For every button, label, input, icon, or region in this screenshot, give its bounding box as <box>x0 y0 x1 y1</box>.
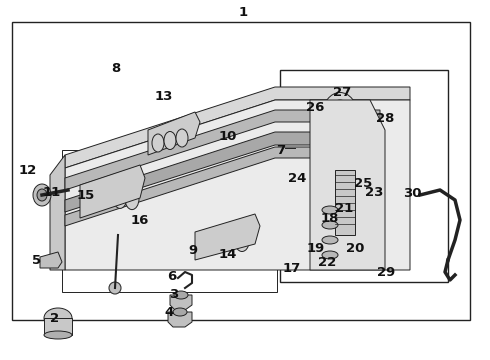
Ellipse shape <box>322 236 338 244</box>
Text: 10: 10 <box>219 130 237 143</box>
Ellipse shape <box>322 206 338 214</box>
Circle shape <box>109 282 121 294</box>
Text: 13: 13 <box>155 90 173 103</box>
Polygon shape <box>168 312 192 327</box>
Text: 7: 7 <box>276 144 286 157</box>
Polygon shape <box>170 295 192 310</box>
Ellipse shape <box>322 221 338 229</box>
Text: 6: 6 <box>168 270 176 284</box>
Bar <box>12 22 470 320</box>
Ellipse shape <box>223 231 237 251</box>
Text: 18: 18 <box>321 212 339 225</box>
Ellipse shape <box>125 188 139 210</box>
Polygon shape <box>44 318 72 335</box>
Ellipse shape <box>211 230 225 251</box>
Polygon shape <box>80 165 145 218</box>
Text: 23: 23 <box>365 185 383 198</box>
Ellipse shape <box>113 186 127 208</box>
Bar <box>335 170 355 235</box>
Ellipse shape <box>44 331 72 339</box>
Ellipse shape <box>101 185 115 207</box>
Text: 1: 1 <box>239 5 247 18</box>
Polygon shape <box>148 112 200 155</box>
Text: 4: 4 <box>164 306 173 320</box>
Polygon shape <box>195 214 260 260</box>
Text: 5: 5 <box>32 253 42 266</box>
Text: 9: 9 <box>189 243 197 257</box>
Ellipse shape <box>322 93 358 138</box>
Polygon shape <box>65 110 380 190</box>
Text: 14: 14 <box>219 248 237 261</box>
Polygon shape <box>65 147 380 226</box>
Polygon shape <box>40 252 62 268</box>
Ellipse shape <box>44 308 72 328</box>
Ellipse shape <box>88 184 102 206</box>
Text: 22: 22 <box>318 256 336 270</box>
Ellipse shape <box>235 231 249 252</box>
Ellipse shape <box>164 131 176 149</box>
Ellipse shape <box>322 251 338 259</box>
Text: 11: 11 <box>43 185 61 198</box>
Ellipse shape <box>174 291 188 299</box>
Text: 16: 16 <box>131 213 149 226</box>
Text: 28: 28 <box>376 112 394 125</box>
Text: 20: 20 <box>346 242 364 255</box>
Text: 21: 21 <box>335 202 353 215</box>
Ellipse shape <box>33 184 51 206</box>
Ellipse shape <box>329 100 351 130</box>
Ellipse shape <box>176 129 188 147</box>
Text: 26: 26 <box>306 100 324 113</box>
Polygon shape <box>65 132 380 212</box>
Text: 3: 3 <box>170 288 179 301</box>
Text: 29: 29 <box>377 266 395 279</box>
Text: 8: 8 <box>111 62 121 75</box>
Ellipse shape <box>173 308 187 316</box>
Text: 17: 17 <box>283 261 301 274</box>
Text: 19: 19 <box>307 242 325 255</box>
Ellipse shape <box>37 189 47 201</box>
Polygon shape <box>65 100 410 270</box>
Text: 27: 27 <box>333 86 351 99</box>
Ellipse shape <box>152 134 164 152</box>
Ellipse shape <box>198 230 212 250</box>
Polygon shape <box>50 155 65 270</box>
Text: 25: 25 <box>354 176 372 189</box>
Text: 15: 15 <box>77 189 95 202</box>
Polygon shape <box>65 87 410 168</box>
Text: 24: 24 <box>288 171 306 185</box>
Bar <box>62 150 277 292</box>
Text: 2: 2 <box>50 311 60 324</box>
Text: 12: 12 <box>19 163 37 176</box>
Text: 30: 30 <box>403 186 421 199</box>
Polygon shape <box>310 100 385 270</box>
Bar <box>280 70 448 282</box>
